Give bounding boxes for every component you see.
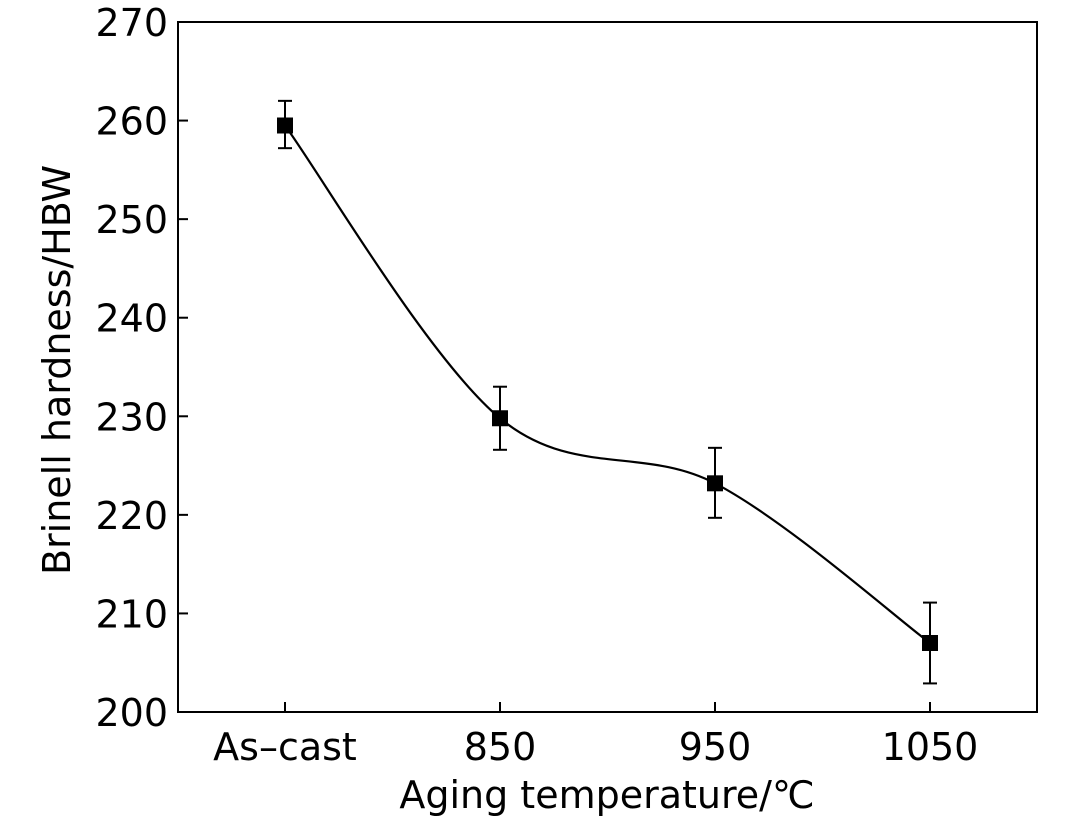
plot-frame — [177, 21, 1038, 713]
y-tick-label-230: 230 — [95, 395, 168, 439]
x-tick-label-1: 850 — [464, 725, 537, 769]
x-tick-label-0: As–cast — [213, 725, 357, 769]
data-point-2 — [707, 475, 723, 492]
y-tick-label-250: 250 — [95, 198, 168, 242]
series-curve — [284, 124, 931, 644]
y-tick-label-260: 260 — [95, 100, 168, 144]
y-tick-label-240: 240 — [95, 297, 168, 341]
x-tick-label-2: 950 — [679, 725, 752, 769]
data-point-1 — [492, 410, 508, 427]
y-tick-label-210: 210 — [95, 592, 168, 636]
y-tick-label-270: 270 — [95, 1, 168, 45]
y-axis-label: Brinell hardness/HBW — [35, 165, 79, 575]
y-tick-label-200: 200 — [95, 691, 168, 735]
data-marks — [277, 99, 938, 685]
y-tick-label-220: 220 — [95, 494, 168, 538]
x-axis-label: Aging temperature/℃ — [399, 773, 814, 817]
x-axis-ticks: As–cast 850 950 1050 — [213, 702, 978, 769]
data-point-0 — [277, 117, 293, 134]
data-point-3 — [922, 635, 938, 651]
y-axis-ticks: 200 210 220 230 240 250 260 270 — [95, 1, 188, 735]
x-tick-label-3: 1050 — [882, 725, 979, 769]
